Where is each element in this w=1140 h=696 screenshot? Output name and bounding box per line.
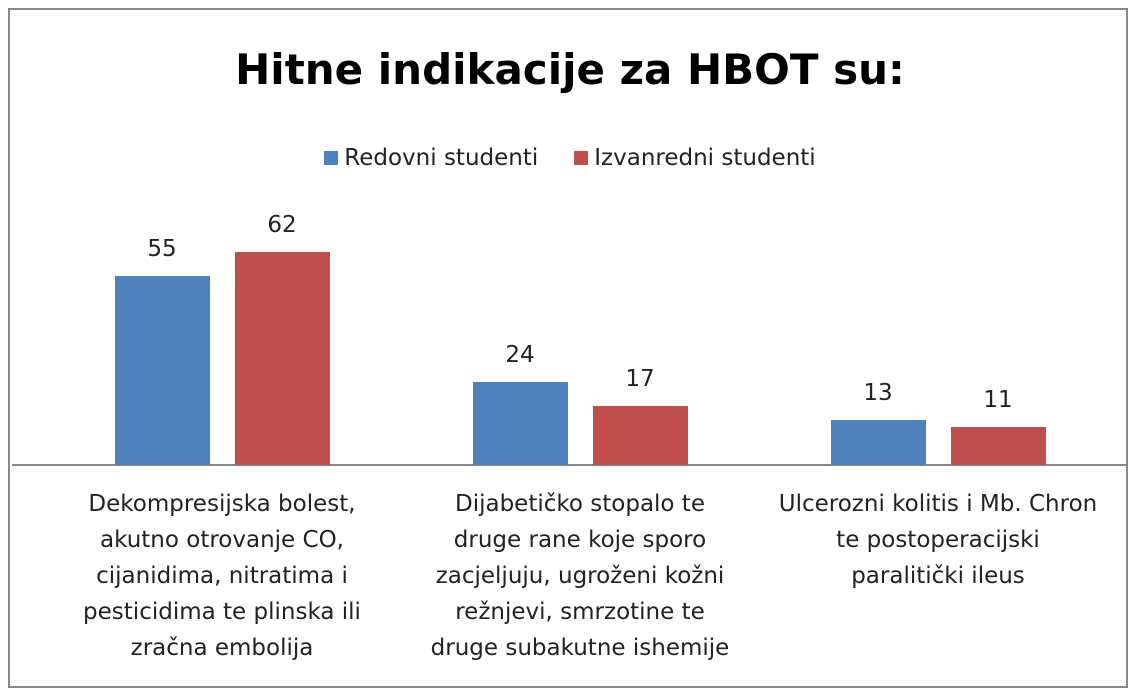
- x-axis: [12, 464, 1128, 466]
- data-label: 13: [863, 380, 893, 407]
- bar: [830, 420, 926, 465]
- bar: [950, 427, 1046, 465]
- data-label: 24: [505, 342, 535, 369]
- chart-frame: [8, 8, 1128, 688]
- data-label: 55: [147, 235, 177, 262]
- bar: [114, 275, 210, 465]
- bar: [234, 251, 330, 465]
- legend-item: Redovni studenti: [324, 145, 538, 171]
- data-label: 62: [267, 211, 297, 238]
- x-tick-label: Dekompresijska bolest, akutno otrovanje …: [83, 491, 361, 661]
- legend-swatch: [324, 151, 339, 165]
- legend-label: Izvanredni studenti: [594, 145, 816, 171]
- legend-item: Izvanredni studenti: [574, 145, 816, 171]
- legend: Redovni studenti Izvanredni studenti: [0, 145, 1140, 171]
- data-label: 17: [625, 366, 655, 393]
- x-tick-label: Dijabetičko stopalo te druge rane koje s…: [430, 491, 730, 661]
- x-tick-label: Ulcerozni kolitis i Mb. Chron te postope…: [778, 491, 1098, 589]
- legend-label: Redovni studenti: [344, 145, 539, 171]
- data-label: 11: [983, 387, 1013, 414]
- bar: [592, 406, 688, 465]
- chart-title: Hitne indikacije za HBOT su:: [235, 45, 905, 94]
- legend-swatch: [574, 151, 589, 165]
- bar: [472, 382, 568, 465]
